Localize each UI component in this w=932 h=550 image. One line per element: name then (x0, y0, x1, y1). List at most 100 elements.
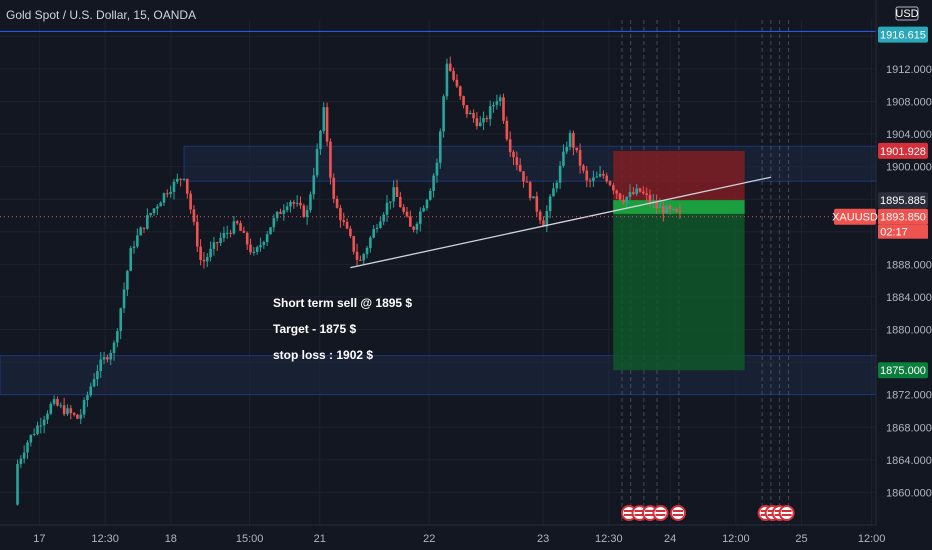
currency-badge (895, 6, 919, 21)
us-flag-event-icon[interactable] (670, 505, 687, 521)
candle-body (79, 414, 83, 419)
candle-body (522, 171, 525, 182)
y-tick-label: 1868.000 (886, 422, 932, 434)
y-tick-label: 1904.000 (886, 129, 932, 141)
candle-body (448, 63, 452, 71)
candle-body (475, 118, 479, 127)
candle-body (315, 149, 319, 176)
candle-body (102, 357, 106, 360)
candle-body (568, 133, 572, 147)
candle-body (622, 199, 625, 203)
flag-stripe (623, 510, 634, 512)
candle-body (575, 147, 579, 151)
candle-body (212, 242, 216, 249)
candle-body (89, 386, 93, 396)
current-label-bg (878, 208, 928, 225)
candle-body (325, 107, 329, 142)
candle-body (582, 165, 585, 171)
candle-body (42, 419, 46, 426)
candle-body (199, 246, 202, 260)
candle-body (488, 106, 492, 120)
candle-body (225, 232, 229, 234)
candle-body (39, 425, 43, 427)
candle-body (109, 352, 113, 360)
candle-body (272, 218, 276, 228)
candle-body (112, 342, 116, 353)
flag-stripe (634, 514, 645, 516)
symbol-badge-bg (834, 208, 876, 225)
target-label-bg (878, 362, 928, 379)
candle-body (249, 244, 252, 253)
candle-body (585, 170, 589, 181)
candle-body (289, 202, 292, 207)
candle-body (269, 227, 272, 235)
candle-body (525, 181, 529, 183)
flag-stripe (673, 514, 684, 516)
candle-body (438, 131, 442, 163)
candle-body (159, 202, 162, 207)
candle-body (309, 194, 312, 211)
candle-body (618, 193, 622, 200)
candle-body (515, 157, 519, 166)
candle-body (392, 187, 395, 202)
candle-body (49, 403, 53, 414)
candle-body (335, 198, 339, 208)
candle-body (409, 216, 412, 227)
annotation-stop-loss: stop loss : 1902 $ (273, 348, 374, 362)
us-flag-event-icon[interactable] (652, 505, 669, 521)
candle-body (232, 221, 236, 234)
candle-body (445, 63, 449, 97)
candle-body (635, 188, 638, 194)
x-tick-label: 25 (795, 533, 807, 545)
candle-body (142, 227, 146, 229)
y-tick-label: 1900.000 (886, 162, 932, 174)
y-tick-label: 1880.000 (886, 325, 932, 337)
candle-body (442, 96, 445, 132)
candle-body (46, 413, 49, 420)
candle-body (548, 196, 552, 212)
candle-body (562, 151, 565, 166)
candle-body (116, 331, 119, 343)
candle-body (349, 228, 352, 237)
trendline (350, 176, 772, 269)
candle-body (252, 251, 256, 253)
chart-title: Gold Spot / U.S. Dollar, 15, OANDA (6, 8, 197, 22)
us-flag-event-icon[interactable] (778, 505, 795, 521)
x-tick-label: 12:30 (595, 533, 623, 545)
candle-body (222, 232, 226, 238)
candle-body (139, 227, 142, 236)
candle-body (605, 175, 609, 182)
candle-body (382, 214, 385, 222)
candle-body (385, 202, 389, 215)
stop-loss-zone (613, 150, 745, 201)
candle-body (106, 357, 109, 360)
candle-body (242, 230, 246, 233)
candle-body (162, 193, 166, 203)
candle-body (552, 188, 555, 197)
candle-body (82, 400, 86, 415)
candle-body (602, 173, 605, 176)
candle-body (319, 130, 322, 150)
candle-body (598, 173, 602, 177)
candle-body (422, 208, 425, 212)
currency-label: USD (895, 8, 918, 20)
candle-body (146, 215, 149, 229)
candle-body (329, 141, 332, 178)
candle-body (235, 221, 239, 224)
candle-body (389, 201, 392, 203)
candle-body (176, 178, 179, 182)
candles-group (16, 56, 682, 506)
candle-body (625, 196, 628, 203)
candle-body (239, 223, 242, 231)
candle-body (99, 359, 103, 372)
candle-body (166, 193, 169, 195)
current-label: 1893.850 (880, 212, 926, 224)
candle-body (578, 150, 582, 166)
candle-body (122, 289, 126, 309)
x-tick-label: 12:30 (91, 533, 119, 545)
candle-body (126, 270, 129, 290)
candle-body (332, 177, 336, 199)
annotation-target: Target - 1875 $ (273, 322, 357, 336)
candle-body (132, 246, 136, 249)
